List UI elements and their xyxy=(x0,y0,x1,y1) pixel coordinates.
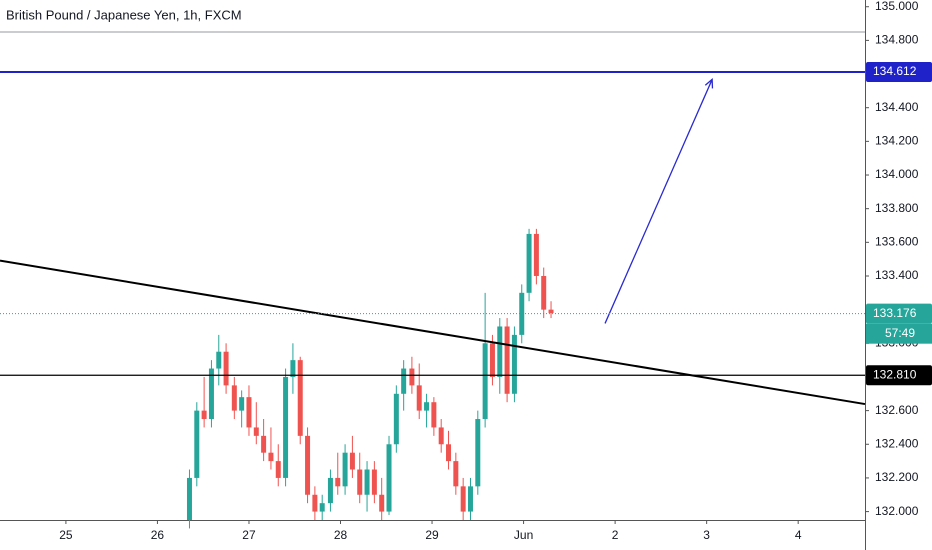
y-tick-label: 134.000 xyxy=(875,167,919,181)
price-label-box xyxy=(866,62,932,83)
x-tick-label: 27 xyxy=(242,528,256,542)
candle-body xyxy=(416,385,422,411)
x-tick-label: 26 xyxy=(151,528,165,542)
candle-body xyxy=(268,452,274,462)
y-tick-label: 132.600 xyxy=(875,403,919,417)
y-tick-label: 132.200 xyxy=(875,470,919,484)
candle-body xyxy=(231,385,237,411)
candle-body xyxy=(261,435,267,453)
y-tick-label: 133.800 xyxy=(875,201,919,215)
countdown: 57:49 xyxy=(885,326,915,340)
price-label: 134.612 xyxy=(873,64,917,78)
candle-body xyxy=(446,444,452,462)
candle-body xyxy=(541,275,547,310)
candle-body xyxy=(186,477,192,520)
candle-body xyxy=(533,233,539,276)
candle-body xyxy=(453,461,459,487)
candle-body xyxy=(275,461,281,478)
y-tick-label: 134.800 xyxy=(875,33,919,47)
trendline xyxy=(0,259,866,406)
y-tick-label: 134.400 xyxy=(875,100,919,114)
candle-body xyxy=(371,469,377,495)
candle-body xyxy=(297,360,303,436)
candle-body xyxy=(239,397,245,411)
candle-body xyxy=(526,233,532,293)
y-tick-label: 134.200 xyxy=(875,134,919,148)
candle-body xyxy=(497,326,503,377)
candle-body xyxy=(290,360,296,377)
chart-title: British Pound / Japanese Yen, 1h, FXCM xyxy=(6,7,242,22)
price-label: 132.810 xyxy=(873,367,917,381)
candle-body xyxy=(201,410,207,420)
candle-body xyxy=(393,393,399,445)
candle-body xyxy=(216,351,222,369)
candle-body xyxy=(357,469,363,495)
x-tick-label: 2 xyxy=(612,528,619,542)
y-tick-label: 133.600 xyxy=(875,235,919,249)
candle-body xyxy=(386,444,392,512)
candle-body xyxy=(475,419,481,487)
candle-body xyxy=(431,402,437,428)
candle-body xyxy=(504,326,510,394)
candle-body xyxy=(364,469,370,495)
arrow-head xyxy=(704,78,714,89)
candle-body xyxy=(253,427,259,436)
price-label: 133.176 xyxy=(873,306,917,320)
price-label-box xyxy=(866,303,932,324)
candle-body xyxy=(194,410,200,478)
price-label-box xyxy=(866,365,932,386)
candle-body xyxy=(223,351,229,386)
candle-body xyxy=(482,343,488,420)
candle-body xyxy=(349,452,355,470)
x-tick-label: 25 xyxy=(59,528,73,542)
candle-body xyxy=(438,427,444,445)
x-tick-label: 29 xyxy=(425,528,439,542)
candle-body xyxy=(409,368,415,386)
candle-body xyxy=(327,477,333,504)
x-tick-label: 3 xyxy=(703,528,710,542)
y-tick-label: 132.400 xyxy=(875,436,919,450)
candle-body xyxy=(335,477,341,487)
candle-body xyxy=(379,494,385,512)
x-tick-label: 4 xyxy=(795,528,802,542)
candle-body xyxy=(208,368,214,420)
candle-body xyxy=(319,503,325,512)
x-tick-label: Jun xyxy=(514,528,533,542)
candle-body xyxy=(305,435,311,495)
y-tick-label: 132.000 xyxy=(875,504,919,518)
y-tick-label: 133.400 xyxy=(875,268,919,282)
candle-body xyxy=(342,452,348,487)
countdown-box xyxy=(866,323,932,344)
candle-body xyxy=(489,343,495,377)
candle-body xyxy=(548,309,554,314)
candle-body xyxy=(519,292,525,335)
candle-body xyxy=(460,486,466,512)
candle-body xyxy=(511,334,517,394)
candle-body xyxy=(283,376,289,478)
candle-body xyxy=(467,486,473,512)
candle-body xyxy=(401,368,407,394)
arrow xyxy=(604,79,713,324)
y-tick-label: 135.000 xyxy=(875,0,919,13)
candle-body xyxy=(312,494,318,512)
candle-body xyxy=(424,402,430,411)
x-tick-label: 28 xyxy=(334,528,348,542)
candle-body xyxy=(246,397,252,428)
